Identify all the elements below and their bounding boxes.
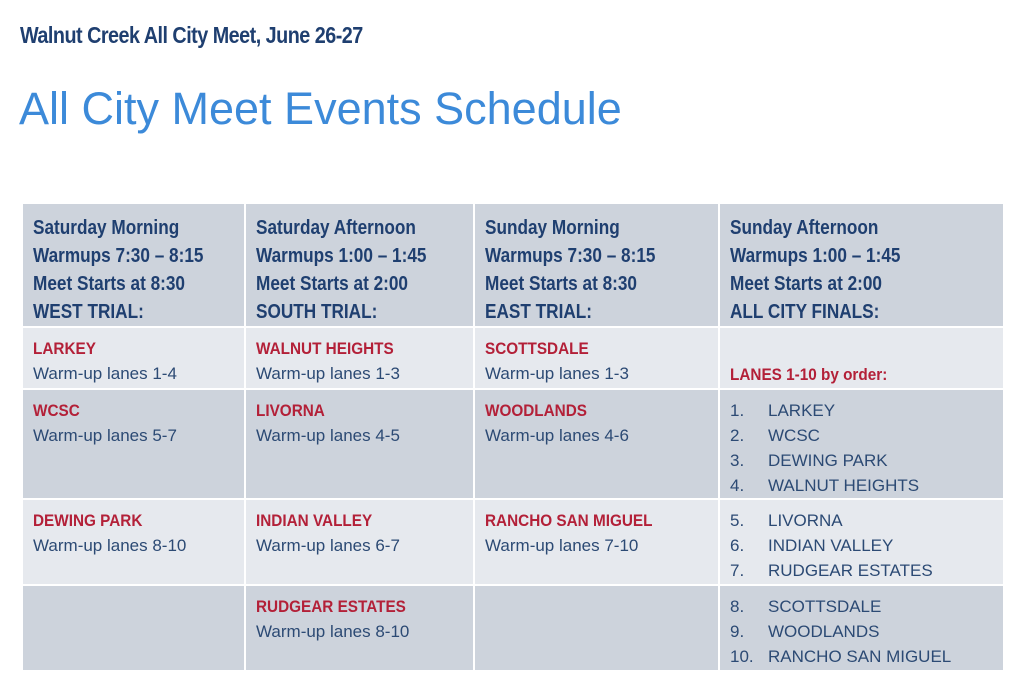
table-cell: 5. LIVORNA 6. INDIAN VALLEY 7. RUDGEAR ESTA… — [718, 498, 1005, 586]
team-name: WOODLANDS — [485, 401, 587, 420]
list-item: 9. WOODLANDS — [730, 619, 1003, 644]
session-day: Sunday Afternoon — [730, 217, 879, 239]
table-cell: RUDGEAR ESTATES Warm-up lanes 8-10 — [244, 584, 475, 672]
table-cell: RANCHO SAN MIGUEL Warm-up lanes 7-10 — [473, 498, 720, 586]
table-row: RUDGEAR ESTATES Warm-up lanes 8-10 8. SCO… — [21, 584, 1005, 672]
order-number: 9. — [730, 622, 745, 641]
order-number: 4. — [730, 476, 745, 495]
team-name: INDIAN VALLEY — [256, 511, 373, 530]
table-row: WCSC Warm-up lanes 5-7 LIVORNA Warm-up l… — [21, 388, 1005, 500]
team-name: RANCHO SAN MIGUEL — [485, 511, 653, 530]
meet-subtitle: Walnut Creek All City Meet, June 26-27 — [20, 22, 363, 48]
team-name: DEWING PARK — [33, 511, 143, 530]
session-warmups: Warmups 7:30 – 8:15 — [485, 245, 656, 267]
session-trial: EAST TRIAL: — [485, 301, 593, 323]
table-cell: WOODLANDS Warm-up lanes 4-6 — [473, 388, 720, 500]
list-item: 2. WCSC — [730, 423, 1003, 448]
header-cell-saturday-afternoon: Saturday Afternoon Warmups 1:00 – 1:45 M… — [244, 202, 475, 328]
order-team: INDIAN VALLEY — [768, 536, 894, 555]
session-start: Meet Starts at 2:00 — [256, 273, 409, 295]
team-name: WCSC — [33, 401, 80, 420]
order-number: 8. — [730, 597, 745, 616]
team-name: SCOTTSDALE — [485, 339, 589, 358]
header-cell-sunday-afternoon: Sunday Afternoon Warmups 1:00 – 1:45 Mee… — [718, 202, 1005, 328]
order-team: RUDGEAR ESTATES — [768, 561, 933, 580]
table-cell: SCOTTSDALE Warm-up lanes 1-3 — [473, 326, 720, 390]
table-row: DEWING PARK Warm-up lanes 8-10 INDIAN VA… — [21, 498, 1005, 586]
team-name: WALNUT HEIGHTS — [256, 339, 394, 358]
session-day: Saturday Afternoon — [256, 217, 416, 239]
session-warmups: Warmups 1:00 – 1:45 — [730, 245, 901, 267]
order-team: RANCHO SAN MIGUEL — [768, 647, 952, 666]
order-team: SCOTTSDALE — [768, 597, 882, 616]
session-trial: SOUTH TRIAL: — [256, 301, 378, 323]
table-row: LARKEY Warm-up lanes 1-4 WALNUT HEIGHTS … — [21, 326, 1005, 390]
list-item: 10. RANCHO SAN MIGUEL — [730, 644, 1003, 669]
session-start: Meet Starts at 8:30 — [33, 273, 186, 295]
table-cell: INDIAN VALLEY Warm-up lanes 6-7 — [244, 498, 475, 586]
order-number: 5. — [730, 511, 745, 530]
team-name: RUDGEAR ESTATES — [256, 597, 406, 616]
finals-order-heading: LANES 1-10 by order: — [730, 365, 888, 384]
order-team: LARKEY — [768, 401, 836, 420]
table-cell: WCSC Warm-up lanes 5-7 — [21, 388, 246, 500]
order-number: 6. — [730, 536, 745, 555]
order-team: LIVORNA — [768, 511, 843, 530]
header-cell-saturday-morning: Saturday Morning Warmups 7:30 – 8:15 Mee… — [21, 202, 246, 328]
list-item: 7. RUDGEAR ESTATES — [730, 558, 1003, 583]
header-cell-sunday-morning: Sunday Morning Warmups 7:30 – 8:15 Meet … — [473, 202, 720, 328]
order-number: 10. — [730, 647, 754, 666]
warmup-lanes: Warm-up lanes 8-10 — [256, 622, 410, 641]
warmup-lanes: Warm-up lanes 1-3 — [256, 364, 400, 383]
table-cell: WALNUT HEIGHTS Warm-up lanes 1-3 — [244, 326, 475, 390]
warmup-lanes: Warm-up lanes 5-7 — [33, 426, 177, 445]
table-header-row: Saturday Morning Warmups 7:30 – 8:15 Mee… — [21, 202, 1005, 328]
warmup-lanes: Warm-up lanes 4-5 — [256, 426, 400, 445]
session-day: Sunday Morning — [485, 217, 620, 239]
warmup-lanes: Warm-up lanes 1-4 — [33, 364, 177, 383]
session-start: Meet Starts at 8:30 — [485, 273, 638, 295]
page-title: All City Meet Events Schedule — [19, 83, 622, 134]
table-cell — [21, 584, 246, 672]
order-number: 2. — [730, 426, 745, 445]
order-number: 7. — [730, 561, 745, 580]
session-start: Meet Starts at 2:00 — [730, 273, 883, 295]
table-cell: 1. LARKEY 2. WCSC 3. DEWING PARK 4. WALNUT H… — [718, 388, 1005, 500]
table-cell: LIVORNA Warm-up lanes 4-5 — [244, 388, 475, 500]
table-cell: LANES 1-10 by order: — [718, 326, 1005, 390]
warmup-lanes: Warm-up lanes 7-10 — [485, 536, 639, 555]
session-trial: WEST TRIAL: — [33, 301, 144, 323]
order-team: WCSC — [768, 426, 820, 445]
warmup-lanes: Warm-up lanes 1-3 — [485, 364, 629, 383]
order-number: 3. — [730, 451, 745, 470]
order-team: DEWING PARK — [768, 451, 888, 470]
list-item: 8. SCOTTSDALE — [730, 594, 1003, 619]
session-day: Saturday Morning — [33, 217, 180, 239]
table-cell: LARKEY Warm-up lanes 1-4 — [21, 326, 246, 390]
warmup-lanes: Warm-up lanes 8-10 — [33, 536, 187, 555]
team-name: LIVORNA — [256, 401, 325, 420]
team-name: LARKEY — [33, 339, 96, 358]
table-cell: DEWING PARK Warm-up lanes 8-10 — [21, 498, 246, 586]
list-item: 5. LIVORNA — [730, 508, 1003, 533]
order-team: WOODLANDS — [768, 622, 880, 641]
list-item: 6. INDIAN VALLEY — [730, 533, 1003, 558]
warmup-lanes: Warm-up lanes 6-7 — [256, 536, 400, 555]
session-trial: ALL CITY FINALS: — [730, 301, 880, 323]
table-cell: 8. SCOTTSDALE 9. WOODLANDS 10. RANCHO SAN M… — [718, 584, 1005, 672]
session-warmups: Warmups 1:00 – 1:45 — [256, 245, 427, 267]
list-item: 1. LARKEY — [730, 398, 1003, 423]
list-item: 3. DEWING PARK — [730, 448, 1003, 473]
list-item: 4. WALNUT HEIGHTS — [730, 473, 1003, 498]
events-schedule-table: Saturday Morning Warmups 7:30 – 8:15 Mee… — [21, 202, 1005, 672]
order-team: WALNUT HEIGHTS — [768, 476, 920, 495]
session-warmups: Warmups 7:30 – 8:15 — [33, 245, 204, 267]
order-number: 1. — [730, 401, 745, 420]
warmup-lanes: Warm-up lanes 4-6 — [485, 426, 629, 445]
table-cell — [473, 584, 720, 672]
